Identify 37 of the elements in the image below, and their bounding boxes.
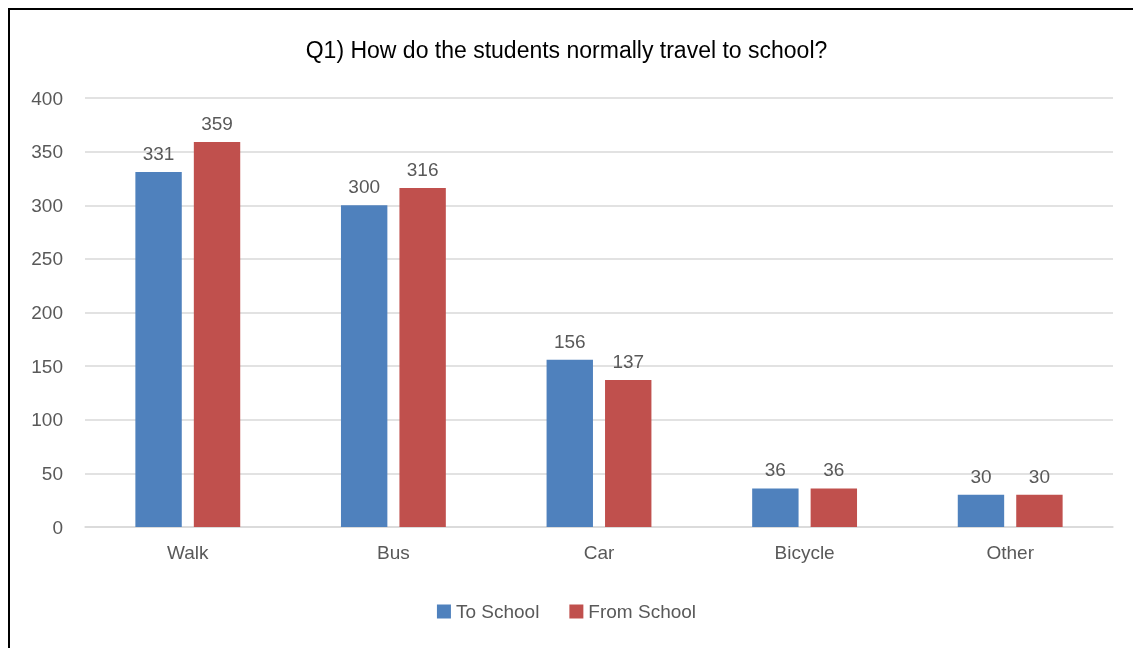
legend-label: From School [588, 601, 697, 622]
y-tick-label: 100 [31, 409, 63, 431]
bar [135, 172, 182, 527]
data-label: 316 [406, 159, 439, 181]
bar [605, 380, 652, 527]
data-label: 359 [201, 112, 233, 134]
x-tick-label: Other [986, 542, 1035, 563]
data-label: 156 [553, 330, 586, 352]
x-tick-label: Car [583, 542, 615, 563]
y-tick-label: 0 [52, 516, 63, 538]
x-tick-label: Bus [377, 542, 410, 563]
chart-title: Q1) How do the students normally travel to school? [305, 36, 828, 63]
bar [957, 494, 1005, 527]
y-tick-label: 250 [31, 248, 63, 270]
bar [399, 188, 446, 527]
x-tick-label: Walk [167, 542, 210, 563]
legend-label: To School [455, 601, 540, 622]
bar [1016, 494, 1063, 527]
data-label: 36 [823, 459, 845, 481]
data-label: 30 [1028, 465, 1050, 487]
bar [193, 141, 241, 527]
data-label: 36 [764, 459, 786, 481]
x-tick-label: Bicycle [774, 542, 835, 563]
bar [546, 359, 593, 527]
data-label: 300 [348, 176, 381, 198]
data-label: 137 [612, 351, 645, 373]
bar [752, 488, 799, 527]
y-tick-label: 350 [31, 141, 63, 163]
data-label: 30 [970, 465, 992, 487]
y-tick-label: 200 [31, 302, 63, 323]
y-tick-label: 300 [31, 194, 63, 216]
data-label: 331 [142, 143, 175, 164]
bar [340, 205, 388, 527]
y-tick-label: 400 [31, 87, 63, 109]
y-tick-label: 150 [31, 355, 63, 377]
y-tick-label: 50 [41, 462, 63, 484]
bar [810, 488, 858, 527]
